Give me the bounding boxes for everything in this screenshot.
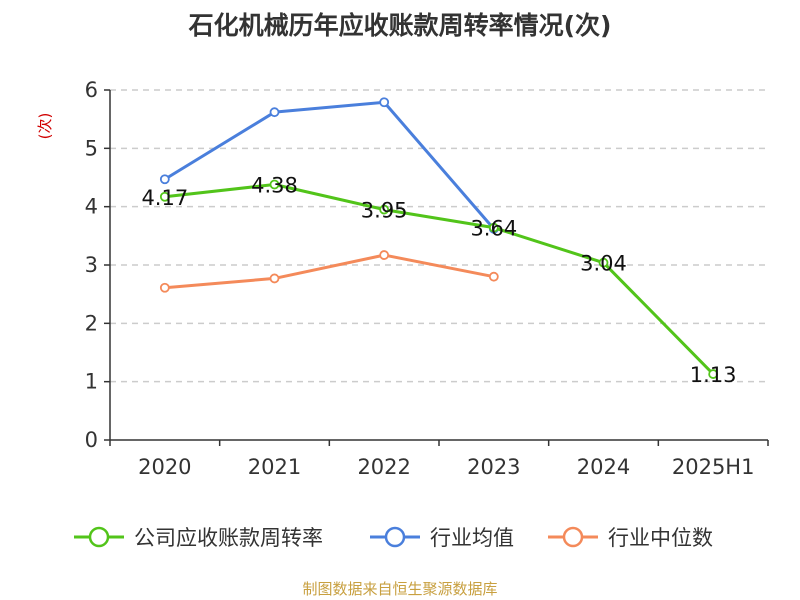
data-point bbox=[488, 222, 499, 233]
y-tick-label: 6 bbox=[85, 78, 98, 102]
legend-label: 行业均值 bbox=[430, 526, 514, 550]
data-point bbox=[159, 282, 170, 293]
data-point bbox=[488, 271, 499, 282]
y-axis-title: (次) bbox=[36, 113, 54, 140]
x-tick-label: 2024 bbox=[577, 455, 630, 479]
axes: 0 1 2 3 4 5 6 2020 2021 2022 2023 2024 2025H1 bbox=[85, 78, 769, 479]
data-label: 3.95 bbox=[361, 199, 408, 223]
data-point bbox=[379, 97, 390, 108]
series-line bbox=[164, 253, 495, 290]
data-point bbox=[269, 107, 280, 118]
data-point bbox=[159, 174, 170, 185]
y-tick-label: 3 bbox=[85, 253, 98, 277]
legend-item[interactable]: 行业均值 bbox=[370, 526, 514, 550]
x-tick-label: 2021 bbox=[248, 455, 301, 479]
series-layer bbox=[159, 97, 719, 379]
x-tick-label: 2025H1 bbox=[672, 455, 755, 479]
legend-marker bbox=[88, 526, 110, 548]
x-tick-label: 2022 bbox=[357, 455, 410, 479]
data-point bbox=[598, 257, 609, 268]
legend[interactable]: 公司应收账款周转率 行业均值 行业中位数 bbox=[74, 526, 713, 550]
y-tick-label: 0 bbox=[85, 428, 98, 452]
y-tick-label: 1 bbox=[85, 370, 98, 394]
data-point bbox=[269, 273, 280, 284]
chart-title: 石化机械历年应收账款周转率情况(次) bbox=[188, 11, 612, 40]
legend-marker bbox=[384, 526, 406, 548]
source-note: 制图数据来自恒生聚源数据库 bbox=[302, 580, 497, 598]
data-label: 4.17 bbox=[141, 186, 188, 210]
data-point bbox=[159, 191, 170, 202]
data-label: 3.04 bbox=[580, 252, 627, 276]
data-label: 1.13 bbox=[690, 363, 737, 387]
series-line bbox=[164, 100, 495, 230]
data-labels: 4.17 4.38 3.95 3.64 3.04 1.13 bbox=[141, 174, 736, 388]
data-point bbox=[379, 204, 390, 215]
legend-label: 行业中位数 bbox=[608, 526, 713, 550]
y-tick-label: 2 bbox=[85, 311, 98, 335]
y-tick-label: 5 bbox=[85, 136, 98, 160]
data-point bbox=[269, 179, 280, 190]
legend-label: 公司应收账款周转率 bbox=[134, 526, 323, 550]
data-point bbox=[708, 369, 719, 379]
legend-marker bbox=[562, 526, 584, 548]
x-tick-label: 2023 bbox=[467, 455, 520, 479]
x-tick-label: 2020 bbox=[138, 455, 191, 479]
legend-item[interactable]: 行业中位数 bbox=[548, 526, 713, 550]
series-line bbox=[164, 183, 715, 376]
data-point bbox=[379, 250, 390, 260]
data-label: 4.38 bbox=[251, 174, 298, 198]
data-label: 3.64 bbox=[470, 217, 517, 241]
legend-item[interactable]: 公司应收账款周转率 bbox=[74, 526, 323, 550]
grid bbox=[110, 89, 768, 383]
y-tick-label: 4 bbox=[85, 195, 98, 219]
